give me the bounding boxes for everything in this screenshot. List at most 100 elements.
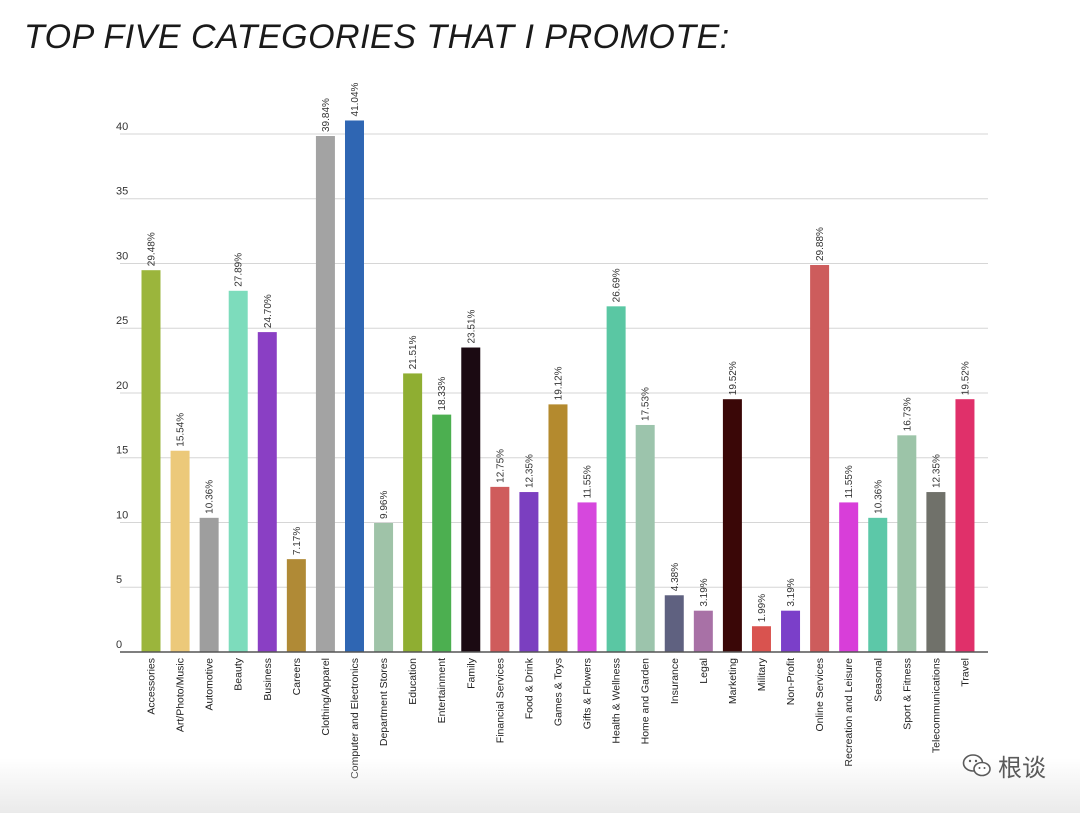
category-label: Accessories [146,658,158,715]
data-label: 41.04% [350,82,361,116]
data-label: 29.48% [147,232,158,266]
data-label: 19.52% [960,361,971,395]
category-label: Travel [959,658,971,687]
y-tick-label: 10 [116,509,128,521]
category-label: Military [756,657,768,691]
chart-title: TOP FIVE CATEGORIES THAT I PROMOTE: [24,18,730,56]
y-tick-label: 40 [116,121,128,133]
data-label: 16.73% [902,397,913,431]
category-label: Careers [291,658,303,695]
category-label: Business [262,658,274,701]
bar [315,136,335,652]
data-label: 15.54% [176,413,187,447]
data-label: 10.36% [873,480,884,514]
category-label: Health & Wellness [611,658,623,744]
category-label: Seasonal [872,658,884,702]
bar [664,595,684,652]
category-label: Clothing/Apparel [320,658,332,736]
data-label: 21.51% [408,335,419,369]
data-label: 12.35% [931,454,942,488]
data-label: 12.35% [524,454,535,488]
bar [199,517,219,652]
bar [926,492,946,652]
data-label: 39.84% [321,98,332,132]
bar [286,559,306,652]
category-label: Entertainment [436,658,448,723]
data-label: 26.69% [612,268,623,302]
data-label: 11.55% [583,465,594,498]
bars [141,120,975,653]
category-label: Food & Drink [523,657,535,719]
bar [374,523,394,652]
data-label: 9.96% [379,491,390,519]
bar [577,502,597,652]
category-label: Family [465,657,477,689]
category-label: Sport & Fitness [901,658,913,730]
bar [693,610,713,652]
bar [141,270,161,652]
bar [548,404,568,652]
data-label: 1.99% [757,594,768,622]
y-tick-label: 30 [116,250,128,262]
y-tick-label: 35 [116,186,128,198]
category-label: Financial Services [494,658,506,743]
category-label: Insurance [669,658,681,704]
bar [432,414,452,652]
y-axis-ticks: 0 5 10 15 20 25 30 35 40 [116,121,128,651]
data-label: 3.19% [786,578,797,606]
y-tick-label: 15 [116,445,128,457]
bar [635,424,655,652]
bar [461,347,481,652]
category-label: Computer and Electronics [349,658,361,779]
bar [868,517,888,652]
bar [955,399,975,652]
data-label: 17.53% [641,387,652,421]
category-labels: Accessories Art/Photo/Music Automotive Beau… [146,657,972,779]
wechat-icon [962,753,991,776]
bar [344,120,364,653]
category-label: Recreation and Leisure [843,658,855,767]
data-label: 12.75% [495,449,506,483]
bar [519,492,539,652]
bar [751,626,771,652]
category-label: Non-Profit [785,658,797,705]
bar [228,290,248,652]
data-label: 27.89% [234,253,245,287]
data-label: 7.17% [292,527,303,555]
bar [170,450,190,652]
y-tick-label: 20 [116,380,128,392]
bar [897,435,917,652]
data-labels: 29.48% 15.54% 10.36% 27.89% 24.70% 7.17% 39.84… [147,82,972,622]
data-label: 11.55% [844,465,855,498]
data-label: 29.88% [815,227,826,261]
data-label: 18.33% [437,377,448,411]
category-label: Department Stores [378,658,390,746]
category-label: Marketing [727,658,739,704]
category-label: Automotive [204,658,216,711]
bar [257,332,277,652]
data-label: 23.51% [466,309,477,343]
data-label: 24.70% [263,294,274,328]
category-label: Art/Photo/Music [175,658,187,732]
category-label: Games & Toys [552,658,564,726]
bar [606,306,626,652]
y-tick-label: 25 [116,315,128,327]
watermark-text: 根谈 [998,754,1046,782]
bar [403,373,423,652]
category-label: Telecommunications [930,658,942,753]
watermark: 根谈 [962,748,1046,783]
category-label: Education [407,658,419,705]
y-tick-label: 0 [116,639,122,651]
category-label: Legal [698,658,710,684]
category-label: Online Services [814,658,826,732]
data-label: 3.19% [699,578,710,606]
bar [781,610,801,652]
data-label: 19.52% [728,361,739,395]
y-tick-label: 5 [116,574,122,586]
data-label: 10.36% [205,480,216,514]
category-label: Gifts & Flowers [582,658,594,729]
bar [490,486,510,652]
bar [722,399,742,652]
category-label: Beauty [233,657,245,690]
